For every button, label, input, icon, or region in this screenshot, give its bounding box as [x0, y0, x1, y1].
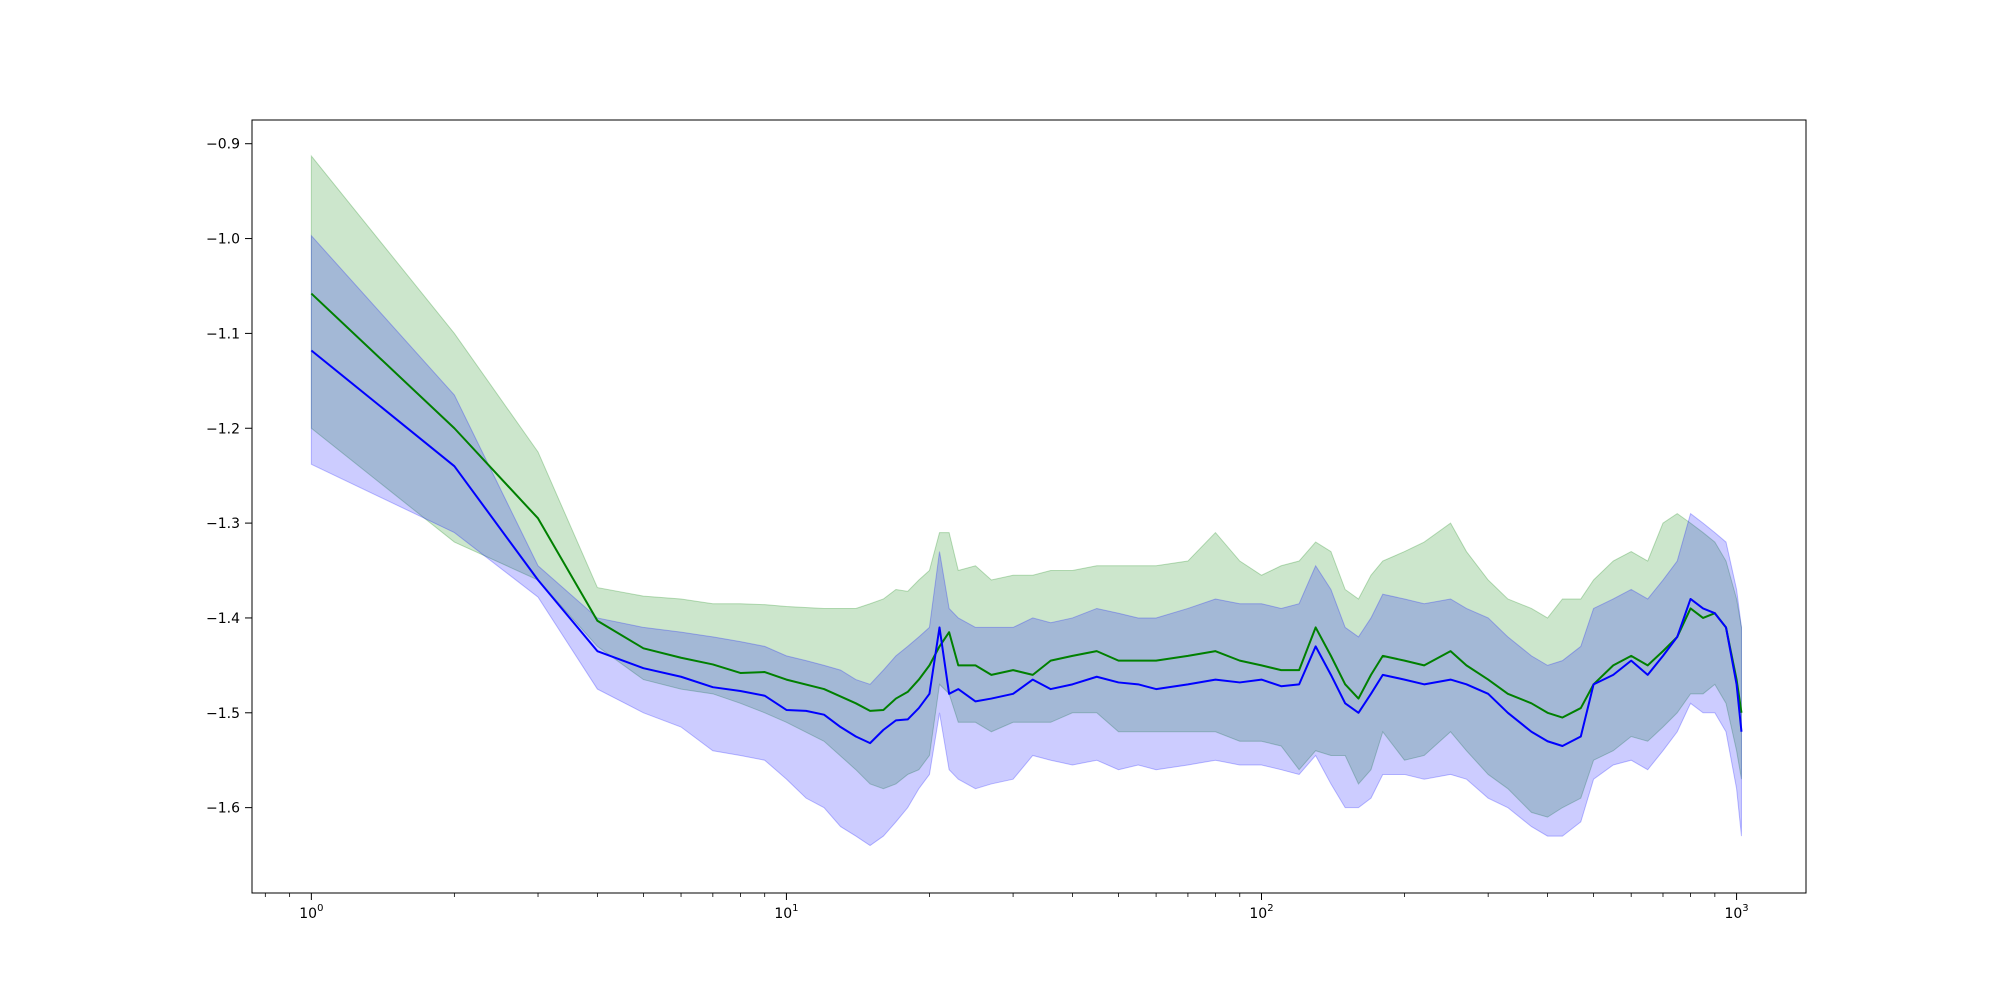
- y-tick-label: −1.2: [206, 421, 240, 437]
- x-tick-label: 100: [299, 903, 323, 922]
- x-tick-label: 101: [774, 903, 798, 922]
- series-2-band: [310, 234, 1742, 847]
- y-tick-label: −1.5: [206, 706, 240, 722]
- x-tick-label: 102: [1249, 903, 1273, 922]
- confidence-bands: [310, 154, 1742, 847]
- x-axis: 100 101 102 103: [264, 893, 1749, 922]
- series-2-line: [310, 349, 1743, 747]
- series-1-band: [310, 154, 1742, 818]
- x-tick-label: 103: [1724, 903, 1748, 922]
- y-axis: −0.9 −1.0 −1.1 −1.2 −1.3 −1.4 −1.5 −1.6: [206, 137, 252, 817]
- y-tick-label: −1.6: [206, 801, 240, 817]
- y-tick-label: −1.0: [206, 232, 240, 248]
- series-lines: [310, 292, 1743, 747]
- plot-frame: [251, 119, 1807, 894]
- y-tick-label: −1.1: [206, 326, 240, 342]
- y-tick-label: −1.4: [206, 611, 240, 627]
- series-1-line: [310, 292, 1743, 719]
- y-tick-label: −0.9: [206, 137, 240, 153]
- y-tick-label: −1.3: [206, 516, 240, 532]
